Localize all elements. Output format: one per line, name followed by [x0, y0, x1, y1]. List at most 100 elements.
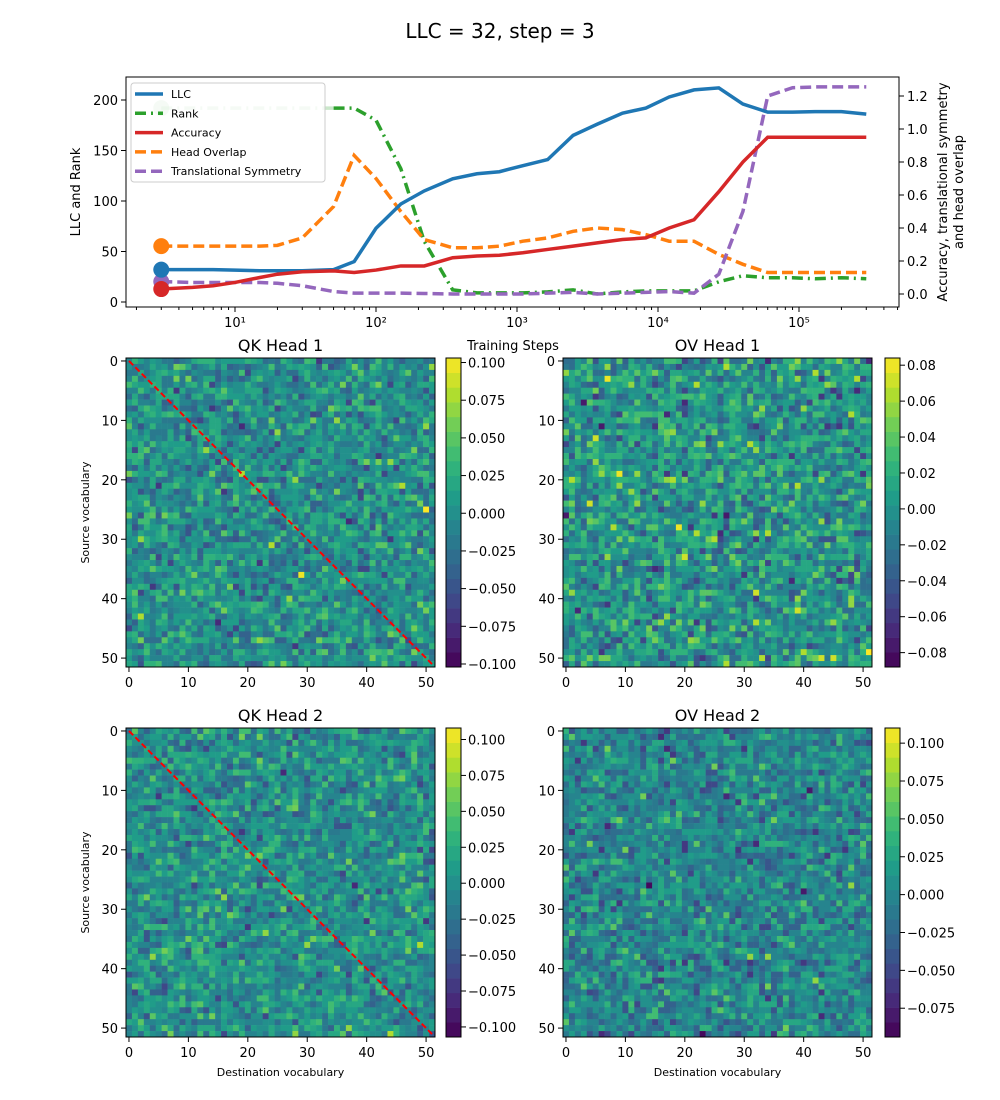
heatmap-cell	[658, 363, 665, 371]
heatmap-cell	[345, 589, 353, 596]
heatmap-cell	[262, 554, 269, 561]
heatmap-cell	[794, 375, 801, 383]
heatmap-cell	[711, 464, 718, 472]
heatmap-cell	[363, 589, 370, 596]
heatmap-cell	[592, 411, 599, 418]
heatmap-cell	[244, 607, 252, 614]
right-y-tick-label: 0.6	[907, 189, 928, 204]
heatmap-cell	[429, 488, 436, 495]
heatmap-cell	[699, 393, 706, 400]
heatmap-cell	[137, 447, 145, 454]
heatmap-cell	[203, 649, 210, 656]
heatmap-cell	[794, 429, 801, 436]
heatmap-cell	[345, 369, 353, 377]
heatmap-cell	[693, 399, 700, 406]
heatmap-cell	[215, 583, 222, 591]
heatmap-cell	[705, 560, 712, 567]
heatmap-cell	[351, 488, 359, 495]
heatmap-cell	[274, 393, 281, 400]
heatmap-cell	[824, 441, 831, 448]
heatmap-cell	[687, 358, 695, 365]
heatmap-cell	[658, 393, 665, 400]
heatmap-cell	[126, 524, 133, 531]
heatmap-cell	[185, 488, 192, 495]
heatmap-cell	[705, 589, 712, 596]
heatmap-cell	[137, 631, 145, 638]
heatmap-cell	[357, 417, 364, 424]
heatmap-cell	[274, 387, 281, 394]
heatmap-cell	[126, 565, 133, 573]
heatmap-cell	[711, 423, 718, 430]
heatmap-cell	[723, 423, 730, 430]
colorbar-level	[446, 549, 461, 565]
heatmap-cell	[429, 453, 436, 460]
heatmap-cell	[262, 583, 269, 591]
heatmap-cell	[333, 607, 341, 614]
heatmap-cell	[167, 524, 174, 531]
heatmap-cell	[232, 393, 240, 400]
heatmap-cell	[830, 429, 837, 436]
heatmap-cell	[747, 565, 754, 573]
heatmap-cell	[197, 643, 204, 650]
heatmap-cell	[399, 548, 406, 555]
heatmap-cell	[399, 583, 406, 591]
heatmap-cell	[610, 447, 617, 454]
heatmap-cell	[848, 506, 855, 513]
heatmap-cell	[137, 488, 145, 495]
heatmap-cell	[126, 560, 133, 567]
heatmap-cell	[298, 399, 305, 406]
heatmap-cell	[699, 583, 706, 591]
heatmap-cell	[304, 625, 311, 632]
heatmap-cell	[854, 542, 861, 549]
heatmap-cell	[842, 447, 849, 454]
heatmap-cell	[800, 393, 807, 400]
heatmap-cell	[717, 589, 724, 596]
heatmap-cell	[610, 375, 617, 383]
heatmap-cell	[286, 536, 293, 543]
heatmap-cell	[173, 524, 180, 531]
heatmap-cell	[848, 399, 855, 406]
heatmap-cell	[149, 482, 157, 490]
heatmap-cell	[411, 518, 418, 525]
heatmap-cell	[675, 464, 683, 472]
heatmap-cell	[179, 613, 186, 620]
heatmap-cell	[717, 369, 724, 377]
heatmap-cell	[149, 607, 157, 614]
heatmap-cell	[131, 619, 139, 626]
heatmap-cell	[634, 548, 641, 555]
heatmap-cell	[191, 565, 198, 573]
heatmap-cell	[693, 435, 700, 442]
heatmap-cell	[227, 399, 234, 406]
heatmap-cell	[310, 613, 317, 620]
heatmap-cell	[693, 554, 700, 561]
heatmap-cell	[705, 363, 712, 371]
heatmap-cell	[580, 375, 588, 383]
heatmap-cell	[143, 441, 151, 448]
heatmap-cell	[854, 369, 861, 377]
heatmap-cell	[173, 518, 180, 525]
heatmap-cell	[705, 524, 712, 531]
colorbar-level	[446, 637, 461, 653]
heatmap-cell	[782, 447, 790, 454]
heatmap-cell	[628, 429, 635, 436]
heatmap-cell	[393, 381, 400, 389]
heatmap-cell	[126, 417, 133, 424]
heatmap-cell	[274, 631, 281, 638]
heatmap-cell	[848, 435, 855, 442]
heatmap-cell	[640, 369, 647, 377]
heatmap-cell	[818, 589, 825, 596]
heatmap-cell	[580, 494, 588, 501]
heatmap-cell	[741, 494, 748, 501]
heatmap-cell	[131, 571, 139, 579]
heatmap-cell	[262, 358, 269, 365]
heatmap-cell	[143, 607, 151, 614]
heatmap-cell	[351, 476, 359, 484]
heatmap-cell	[848, 589, 855, 596]
heatmap-cell	[310, 595, 317, 602]
heatmap-cell	[610, 381, 617, 389]
heatmap-cell	[244, 453, 252, 460]
heatmap-cell	[652, 500, 659, 507]
heatmap-cell	[741, 506, 748, 513]
heatmap-cell	[126, 387, 133, 394]
heatmap-cell	[292, 595, 299, 602]
